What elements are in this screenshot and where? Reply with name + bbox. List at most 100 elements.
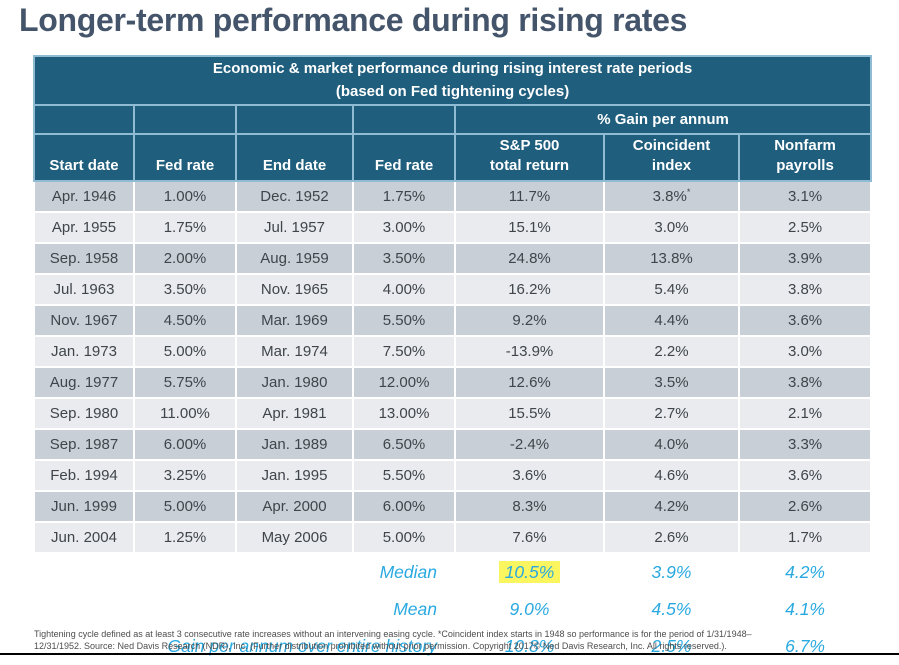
summary-value: 3.9% [651,562,692,582]
highlighted-value: 10.5% [498,561,561,583]
table-cell: 1.25% [133,521,237,554]
col-header-sp500-total-return: S&P 500 total return [454,133,605,182]
col-header-coincident-index: Coincident index [603,133,740,182]
table-cell: 6.50% [352,428,456,461]
footnote-line2: 12/31/1952. Source: Ned Davis Research (… [34,641,727,652]
table-cell: Jun. 2004 [33,521,135,554]
table-cell: Jul. 1957 [235,211,354,244]
table-cell: 15.5% [454,397,605,430]
table-cell: 3.0% [603,211,740,244]
table-cell: 4.50% [133,304,237,337]
col-header-fed-rate-start: Fed rate [133,133,237,182]
table-cell: Apr. 1955 [33,211,135,244]
bottom-border [0,653,899,655]
table-cell: 11.00% [133,397,237,430]
col-header-nonfarm-payrolls: Nonfarm payrolls [737,133,873,182]
table-cell: 3.0% [737,335,873,368]
performance-table: Economic & market performance during ris… [32,55,873,665]
table-cell: 3.1% [737,180,873,213]
table-cell: 3.8% [737,366,873,399]
table-cell: 3.50% [133,273,237,306]
summary-value: 6.7% [785,636,825,656]
table-cell: -13.9% [454,335,605,368]
table-cell: 6.00% [133,428,237,461]
table-cell: 3.8% [737,273,873,306]
table-row: Apr. 1955 1.75% Jul. 1957 3.00% 15.1% 3.0% 2.5… [33,211,873,244]
table-row: Feb. 1994 3.25% Jan. 1995 5.50% 3.6% 4.6% 3.6% [33,459,873,492]
summary-value: 10.5% [455,553,604,591]
summary-value: 4.2% [785,562,825,582]
empty-header-cell [133,104,237,135]
summary-value: 9.0% [509,599,550,619]
footnote: Tightening cycle defined as at least 3 c… [34,628,884,652]
table-cell: 2.00% [133,242,237,275]
table-row: Sep. 1958 2.00% Aug. 1959 3.50% 24.8% 13.8% 3.… [33,242,873,275]
column-header-row: Start date Fed rate End date Fed rate S&… [33,133,873,182]
table-cell: 3.6% [454,459,605,492]
table-cell: 13.00% [352,397,456,430]
summary-value: 4.5% [651,599,692,619]
col-header-fed-rate-end: Fed rate [352,133,456,182]
col-header-end-date: End date [235,133,354,182]
table-cell: Jan. 1973 [33,335,135,368]
table-cell: 3.3% [737,428,873,461]
table-cell: 3.00% [352,211,456,244]
summary-row: Mean 9.0% 4.5% 4.1% [34,591,871,628]
table-cell: Jan. 1989 [235,428,354,461]
table-cell: Dec. 1952 [235,180,354,213]
table-cell: 16.2% [454,273,605,306]
table-row: Jun. 2004 1.25% May 2006 5.00% 7.6% 2.6% 1.7% [33,521,873,554]
table-cell: 3.9% [737,242,873,275]
table-cell: -2.4% [454,428,605,461]
table-cell: 5.00% [133,335,237,368]
table-cell: Sep. 1980 [33,397,135,430]
table-cell: 3.5% [603,366,740,399]
table-cell: 3.50% [352,242,456,275]
table-cell: 9.2% [454,304,605,337]
table-cell: Apr. 2000 [235,490,354,523]
table-cell: 15.1% [454,211,605,244]
table-cell: 1.00% [133,180,237,213]
empty-header-cell [235,104,354,135]
summary-row: Median 10.5% 3.9% 4.2% [34,553,871,591]
gain-group-header: % Gain per annum [453,104,873,135]
table-cell: Aug. 1959 [235,242,354,275]
table-row: Nov. 1967 4.50% Mar. 1969 5.50% 9.2% 4.4% 3.6% [33,304,873,337]
table-cell: Sep. 1987 [33,428,135,461]
empty-header-cell [352,104,456,135]
table-cell: Jul. 1963 [33,273,135,306]
table-cell: 4.4% [603,304,740,337]
table-row: Apr. 1946 1.00% Dec. 1952 1.75% 11.7% 3.8%* 3.… [33,180,873,213]
table-row: Jul. 1963 3.50% Nov. 1965 4.00% 16.2% 5.4% 3.8… [33,273,873,306]
table-row: Jan. 1973 5.00% Mar. 1974 7.50% -13.9% 2.2% 3.… [33,335,873,368]
table-cell: 6.00% [352,490,456,523]
table-cell: 1.75% [133,211,237,244]
table-cell: Apr. 1981 [235,397,354,430]
table-cell: 4.0% [603,428,740,461]
table-cell: 13.8% [603,242,740,275]
table-cell: 1.7% [737,521,873,554]
table-cell: 4.2% [603,490,740,523]
table-cell: 5.4% [603,273,740,306]
summary-label: Gain per annum over entire history [167,636,437,656]
table-cell: 5.00% [352,521,456,554]
table-cell: 5.00% [133,490,237,523]
table-row: Sep. 1980 11.00% Apr. 1981 13.00% 15.5% 2.7% 2… [33,397,873,430]
table-cell: Jan. 1995 [235,459,354,492]
table-cell: 2.5% [737,211,873,244]
table-cell: 7.6% [454,521,605,554]
table-cell: 8.3% [454,490,605,523]
table-cell: 4.6% [603,459,740,492]
table-cell: Feb. 1994 [33,459,135,492]
table-cell: 5.50% [352,459,456,492]
table-cell: Nov. 1967 [33,304,135,337]
summary-label: Median [379,562,437,582]
page-title: Longer-term performance during rising ra… [19,2,688,38]
table-cell: 11.7% [454,180,605,213]
table-cell: Sep. 1958 [33,242,135,275]
table-cell: 12.00% [352,366,456,399]
table-row: Jun. 1999 5.00% Apr. 2000 6.00% 8.3% 4.2% 2.6% [33,490,873,523]
summary-value: 4.1% [785,599,825,619]
summary-row: Gain per annum over entire history 10.8% 2… [34,628,871,665]
table-title-row: Economic & market performance during ris… [32,55,873,106]
